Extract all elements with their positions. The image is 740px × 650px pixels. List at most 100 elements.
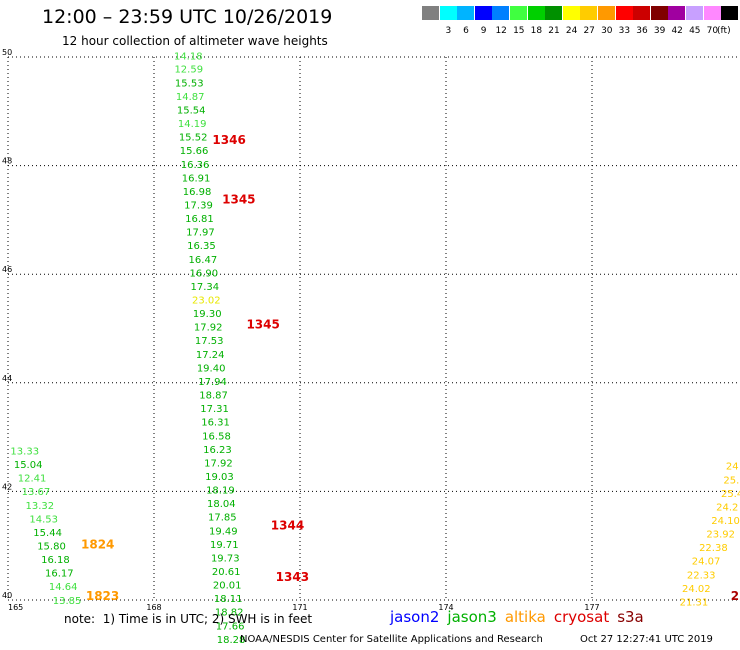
- wave-height-value: 15.53: [175, 78, 204, 89]
- wave-height-value: 16.58: [202, 431, 231, 442]
- wave-height-value: 16.98: [183, 187, 212, 198]
- wave-height-value: 19.73: [211, 553, 240, 564]
- wave-height-value: 13.32: [26, 501, 55, 512]
- wave-height-value: 14.53: [29, 514, 58, 525]
- colorbar-swatch: [598, 6, 615, 20]
- wave-height-value: 17.92: [194, 323, 223, 334]
- colorbar-label: 12: [495, 26, 507, 36]
- wave-height-value: 24.10: [711, 516, 740, 527]
- wave-height-value: 16.23: [203, 445, 232, 456]
- colorbar-label: 6: [463, 26, 469, 36]
- wave-height-value: 17.34: [191, 282, 220, 293]
- colorbar-swatch: [633, 6, 651, 20]
- colorbar-label: 45: [689, 26, 701, 36]
- wave-height-value: 25.: [723, 475, 739, 486]
- wave-height-value: 17.31: [200, 404, 229, 415]
- grid-lines: [7, 56, 738, 601]
- wave-height-value: 15.52: [179, 133, 208, 144]
- wave-height-value: 17.94: [198, 377, 227, 388]
- colorbar-swatch: [474, 6, 492, 20]
- colorbar-swatch: [615, 6, 633, 20]
- wave-height-value: 25.4: [721, 489, 740, 500]
- wave-height-value: 18.87: [199, 391, 228, 402]
- wave-height-value: 16.35: [187, 241, 216, 252]
- chart-title: 12:00 – 23:59 UTC 10/26/2019: [42, 6, 333, 28]
- colorbar-label: 21: [548, 26, 560, 36]
- wave-height-value: 14.19: [178, 119, 207, 130]
- colorbar-label: 9: [480, 26, 487, 36]
- wave-height-value: 22.38: [699, 543, 728, 554]
- wave-height-value: 21.31: [680, 597, 709, 608]
- x-tick-label: 168: [146, 603, 161, 612]
- wave-height-value: 16.18: [41, 555, 70, 566]
- wave-height-value: 15.44: [33, 528, 62, 539]
- pass-time-labels: 1346 1345 1345 1344 1343 1824 1823 22: [81, 133, 740, 603]
- wave-height-value: 24.07: [692, 557, 721, 568]
- colorbar-label: 39: [653, 26, 666, 36]
- colorbar-swatch: [422, 6, 439, 20]
- wave-height-value: 24: [726, 462, 739, 473]
- wave-height-value: 15.04: [14, 460, 43, 471]
- wave-height-value: 17.85: [208, 513, 237, 524]
- chart-subtitle: 12 hour collection of altimeter wave hei…: [62, 34, 328, 48]
- wave-height-value: 16.36: [181, 160, 210, 171]
- colorbar-label: 3: [445, 26, 452, 36]
- wave-height-value: 17.97: [186, 228, 215, 239]
- colorbar-label: 70: [706, 26, 719, 36]
- wave-height-value: 17.66: [216, 621, 245, 632]
- wave-height-value: 19.40: [197, 363, 226, 374]
- axis-ticks: 165 168 171 174 177 40 42 44 46 48 50: [2, 48, 600, 612]
- wave-height-value: 18.28: [217, 635, 246, 646]
- wave-height-value: 16.31: [201, 418, 230, 429]
- colorbar-label: 24: [565, 26, 578, 36]
- colorbar-label: 15: [513, 26, 525, 36]
- x-tick-label: 165: [8, 603, 23, 612]
- wave-height-value: 14.18: [174, 52, 203, 63]
- colorbar-swatch: [703, 6, 721, 20]
- y-tick-label: 44: [2, 374, 12, 383]
- wave-height-value: 24.2: [716, 502, 738, 513]
- y-tick-label: 46: [2, 265, 12, 274]
- wave-height-value: 12.59: [174, 65, 203, 76]
- x-tick-label: 171: [292, 603, 307, 612]
- y-tick-label: 48: [2, 157, 12, 166]
- wave-height-points: 14.18 12.59 15.53 14.87 15.54 14.19 15.52 15.66…: [10, 52, 740, 646]
- colorbar-swatch: [510, 6, 527, 20]
- wave-height-value: 16.17: [45, 569, 74, 580]
- y-tick-label: 50: [2, 48, 12, 57]
- colorbar-label: 27: [583, 26, 595, 36]
- legend-entry-altika: altika: [504, 608, 546, 626]
- colorbar-label: 42: [671, 26, 683, 36]
- pass-time-label: 1824: [81, 537, 114, 551]
- wave-height-value: 14.87: [176, 92, 205, 103]
- wave-height-value: 17.24: [196, 350, 225, 361]
- y-tick-label: 42: [2, 482, 12, 491]
- credit-text: NOAA/NESDIS Center for Satellite Applica…: [240, 634, 543, 645]
- wave-height-value: 19.03: [205, 472, 234, 483]
- colorbar-swatch: [650, 6, 668, 20]
- pass-time-label: 1346: [212, 133, 245, 147]
- wave-height-value: 18.82: [215, 608, 244, 619]
- colorbar-swatch: [721, 6, 739, 20]
- satellite-legend: jason2 jason3 altika cryosat s3a: [390, 608, 652, 626]
- wave-height-value: 17.92: [204, 458, 233, 469]
- colorbar-units: (ft): [717, 26, 731, 36]
- colorbar-label: 36: [636, 26, 648, 36]
- wave-height-value: 19.30: [193, 309, 222, 320]
- pass-time-label: 22: [731, 589, 740, 603]
- wave-height-value: 15.66: [180, 146, 209, 157]
- colorbar-swatch: [562, 6, 580, 20]
- legend-entry-cryosat: cryosat: [553, 608, 610, 626]
- wave-height-value: 18.19: [206, 486, 235, 497]
- wave-height-value: 23.92: [706, 530, 735, 541]
- wave-height-value: 18.04: [207, 499, 236, 510]
- legend-entry-s3a: s3a: [617, 608, 644, 626]
- colorbar-swatch: [492, 6, 510, 20]
- pass-time-label: 1345: [222, 193, 255, 207]
- wave-height-value: 19.71: [210, 540, 239, 551]
- wave-height-value: 17.39: [184, 200, 213, 211]
- wave-height-value: 14.64: [49, 582, 78, 593]
- wave-height-value: 12.41: [18, 474, 47, 485]
- x-tick-label: 177: [584, 603, 599, 612]
